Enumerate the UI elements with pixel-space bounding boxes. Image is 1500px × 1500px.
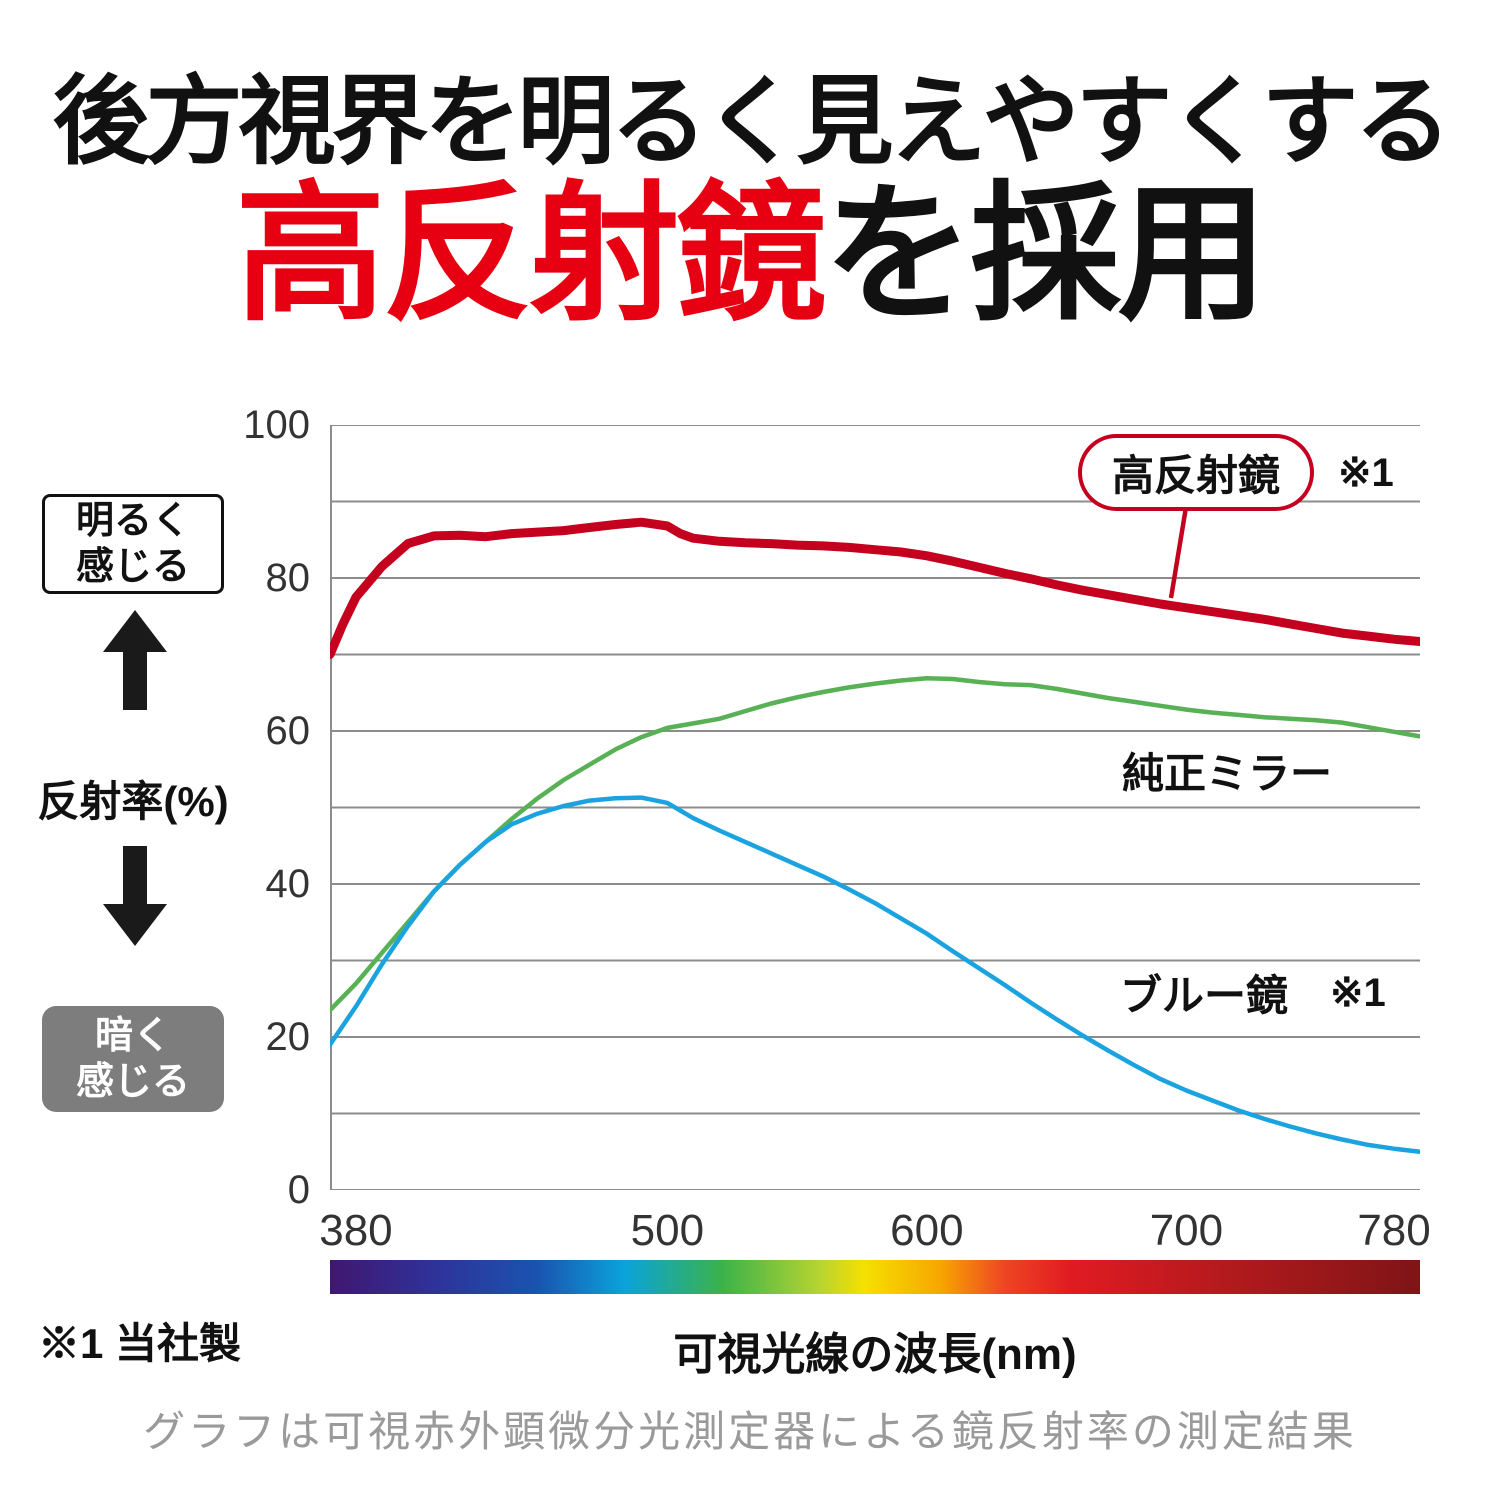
footnote-company: ※1 当社製: [38, 1320, 242, 1367]
x-tick-label: 600: [890, 1206, 964, 1255]
dark-feel-line2: 感じる: [75, 1061, 190, 1103]
bright-feel-label: 明るく 感じる: [42, 494, 224, 594]
legend-high-reflection: 高反射鏡 ※1: [1078, 434, 1394, 511]
legend-blue-mirror-label: ブルー鏡: [1120, 972, 1289, 1019]
x-tick-label: 780: [1357, 1206, 1431, 1255]
plot-svg: [330, 425, 1420, 1190]
spectrum-bar: [330, 1260, 1420, 1294]
y-tick-label: 20: [265, 1015, 311, 1059]
dark-feel-label: 暗く 感じる: [42, 1006, 224, 1112]
y-tick-label: 80: [265, 556, 311, 600]
measurement-caption: グラフは可視赤外顕微分光測定器による鏡反射率の測定結果: [143, 1408, 1357, 1455]
bright-feel-line2: 感じる: [75, 546, 190, 588]
chart-plot-area: [330, 425, 1420, 1190]
x-tick-label: 380: [319, 1206, 393, 1255]
x-tick-label: 700: [1149, 1206, 1224, 1255]
y-tick-label: 40: [265, 862, 311, 906]
legend-oem-mirror: 純正ミラー: [1122, 750, 1333, 797]
headline-rest: を採用: [823, 170, 1268, 338]
bright-feel-line1: 明るく: [75, 500, 190, 542]
legend-high-reflection-box: 高反射鏡: [1078, 434, 1315, 511]
headline-highlight: 高反射鏡: [235, 170, 826, 338]
dark-feel-line1: 暗く: [94, 1015, 171, 1057]
arrow-up-icon: [103, 610, 167, 710]
x-axis-title: 可視光線の波長(nm): [673, 1330, 1077, 1379]
y-axis-title: 反射率(%): [37, 778, 229, 825]
headline-line1: 後方視界を明るく見えやすくする: [52, 67, 1452, 176]
y-tick-label: 0: [287, 1168, 310, 1212]
legend-blue-mirror-note: ※1: [1330, 970, 1386, 1015]
y-tick-label: 60: [265, 709, 311, 753]
legend-high-reflection-note: ※1: [1338, 450, 1394, 495]
legend-blue-mirror: ブルー鏡 ※1: [1120, 962, 1386, 1023]
x-tick-label: 500: [630, 1206, 705, 1255]
y-tick-label: 100: [243, 403, 310, 447]
arrow-down-icon: [103, 846, 167, 946]
headline-line2: 高反射鏡を採用: [0, 168, 1500, 341]
